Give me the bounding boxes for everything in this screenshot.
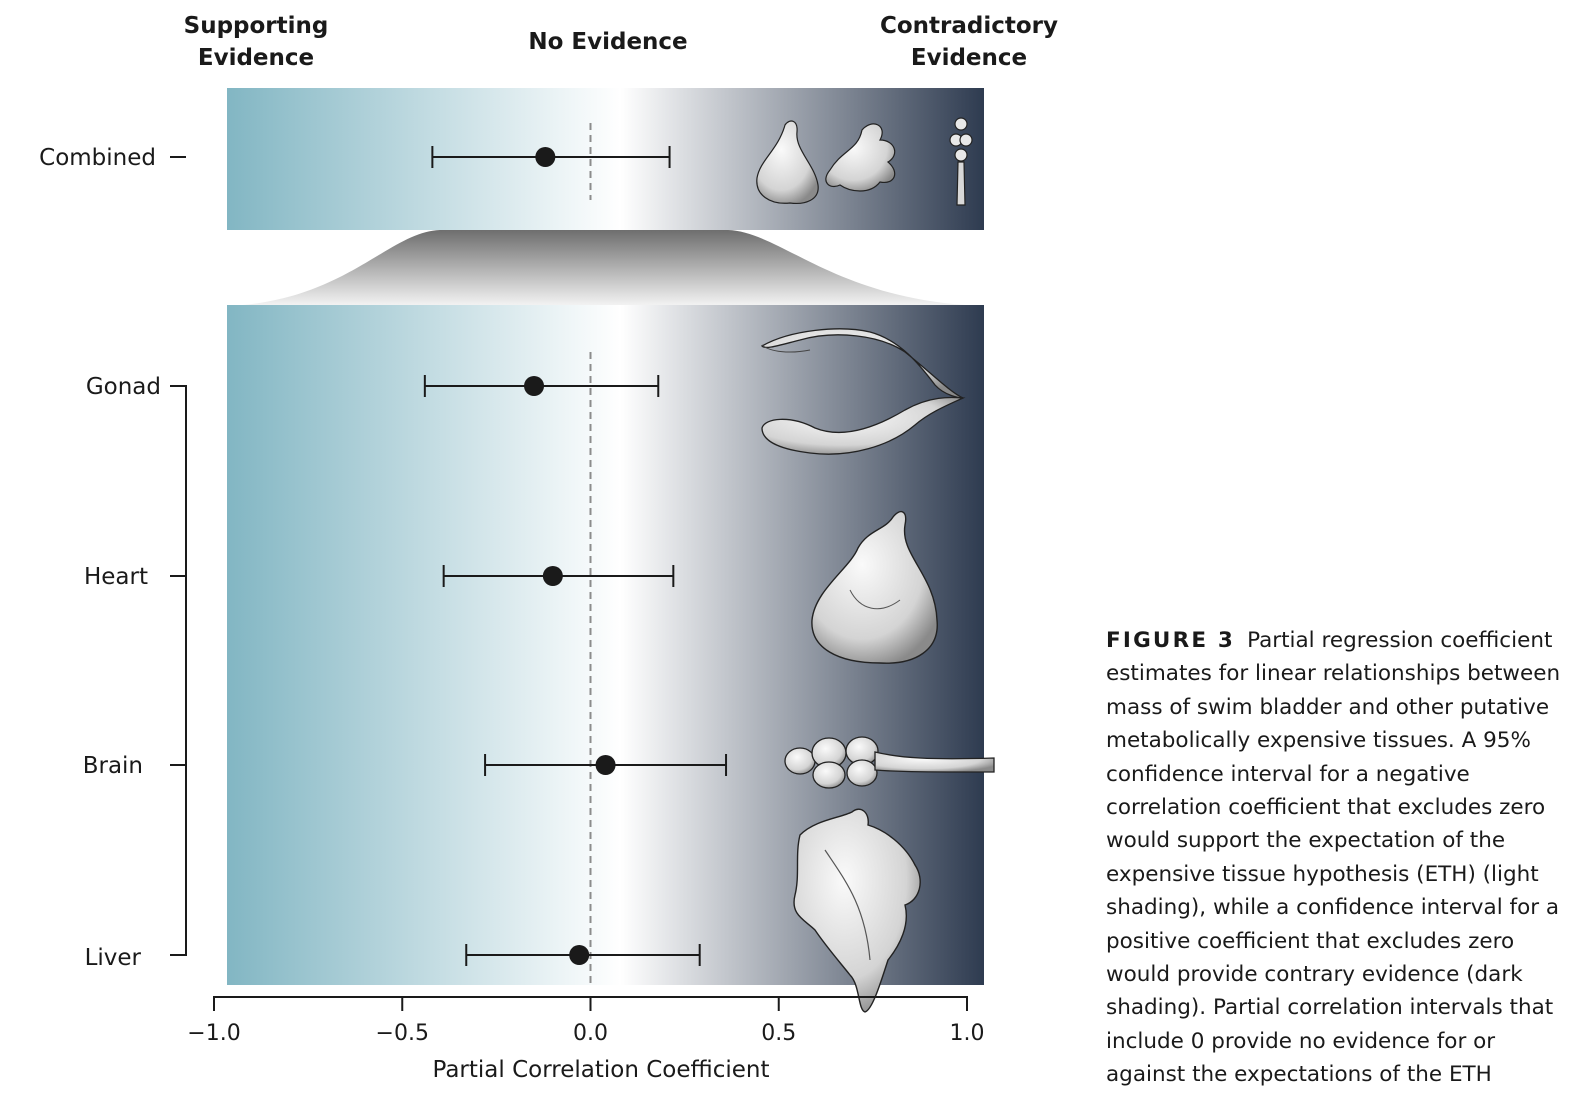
x-tick-label: −1.0: [187, 1021, 240, 1046]
row-combined: [431, 146, 671, 168]
x-tick-label: −0.5: [376, 1021, 429, 1046]
heart-illustration: [756, 120, 938, 664]
brain-estimate-point: [595, 755, 616, 775]
liver-illustration: [793, 123, 921, 1013]
liver-estimate-point: [569, 945, 590, 965]
data-marks: [423, 146, 728, 966]
row-liver: [465, 944, 701, 966]
row-gonad: [423, 375, 660, 397]
x-tick-label: 0.5: [761, 1021, 796, 1046]
combined-estimate-point: [535, 147, 556, 167]
header-supporting-line2: Evidence: [198, 45, 314, 71]
header-supporting-line1: Supporting: [184, 13, 329, 39]
row-label-gonad: Gonad: [86, 374, 161, 400]
row-label-liver: Liver: [85, 945, 142, 971]
gonad-estimate-point: [524, 376, 545, 396]
row-heart: [442, 565, 675, 587]
row-label-brain: Brain: [83, 753, 143, 779]
header-contradictory-line2: Evidence: [911, 45, 1027, 71]
gonad-illustration: [761, 328, 966, 455]
brain-illustration: [784, 117, 995, 789]
header-no-evidence: No Evidence: [528, 29, 687, 55]
expansion-connector: [243, 230, 965, 305]
x-axis-label: Partial Correlation Coefficient: [432, 1057, 769, 1083]
x-tick-label: 1.0: [950, 1021, 985, 1046]
x-axis: −1.0 −0.5 0.0 0.5 1.0: [187, 996, 985, 1046]
row-brain: [484, 754, 728, 776]
row-label-heart: Heart: [84, 564, 148, 590]
tissue-group-bracket: [170, 385, 187, 956]
heart-estimate-point: [542, 566, 563, 586]
header-contradictory-line1: Contradictory: [880, 13, 1058, 39]
figure-caption: FIGURE 3 Partial regression coefficient e…: [1106, 624, 1576, 1092]
x-tick-label: 0.0: [573, 1021, 608, 1046]
row-label-combined: Combined: [39, 145, 156, 171]
figure-label: FIGURE 3: [1106, 628, 1236, 653]
caption-text: Partial regression coefficient estimates…: [1106, 628, 1561, 1088]
